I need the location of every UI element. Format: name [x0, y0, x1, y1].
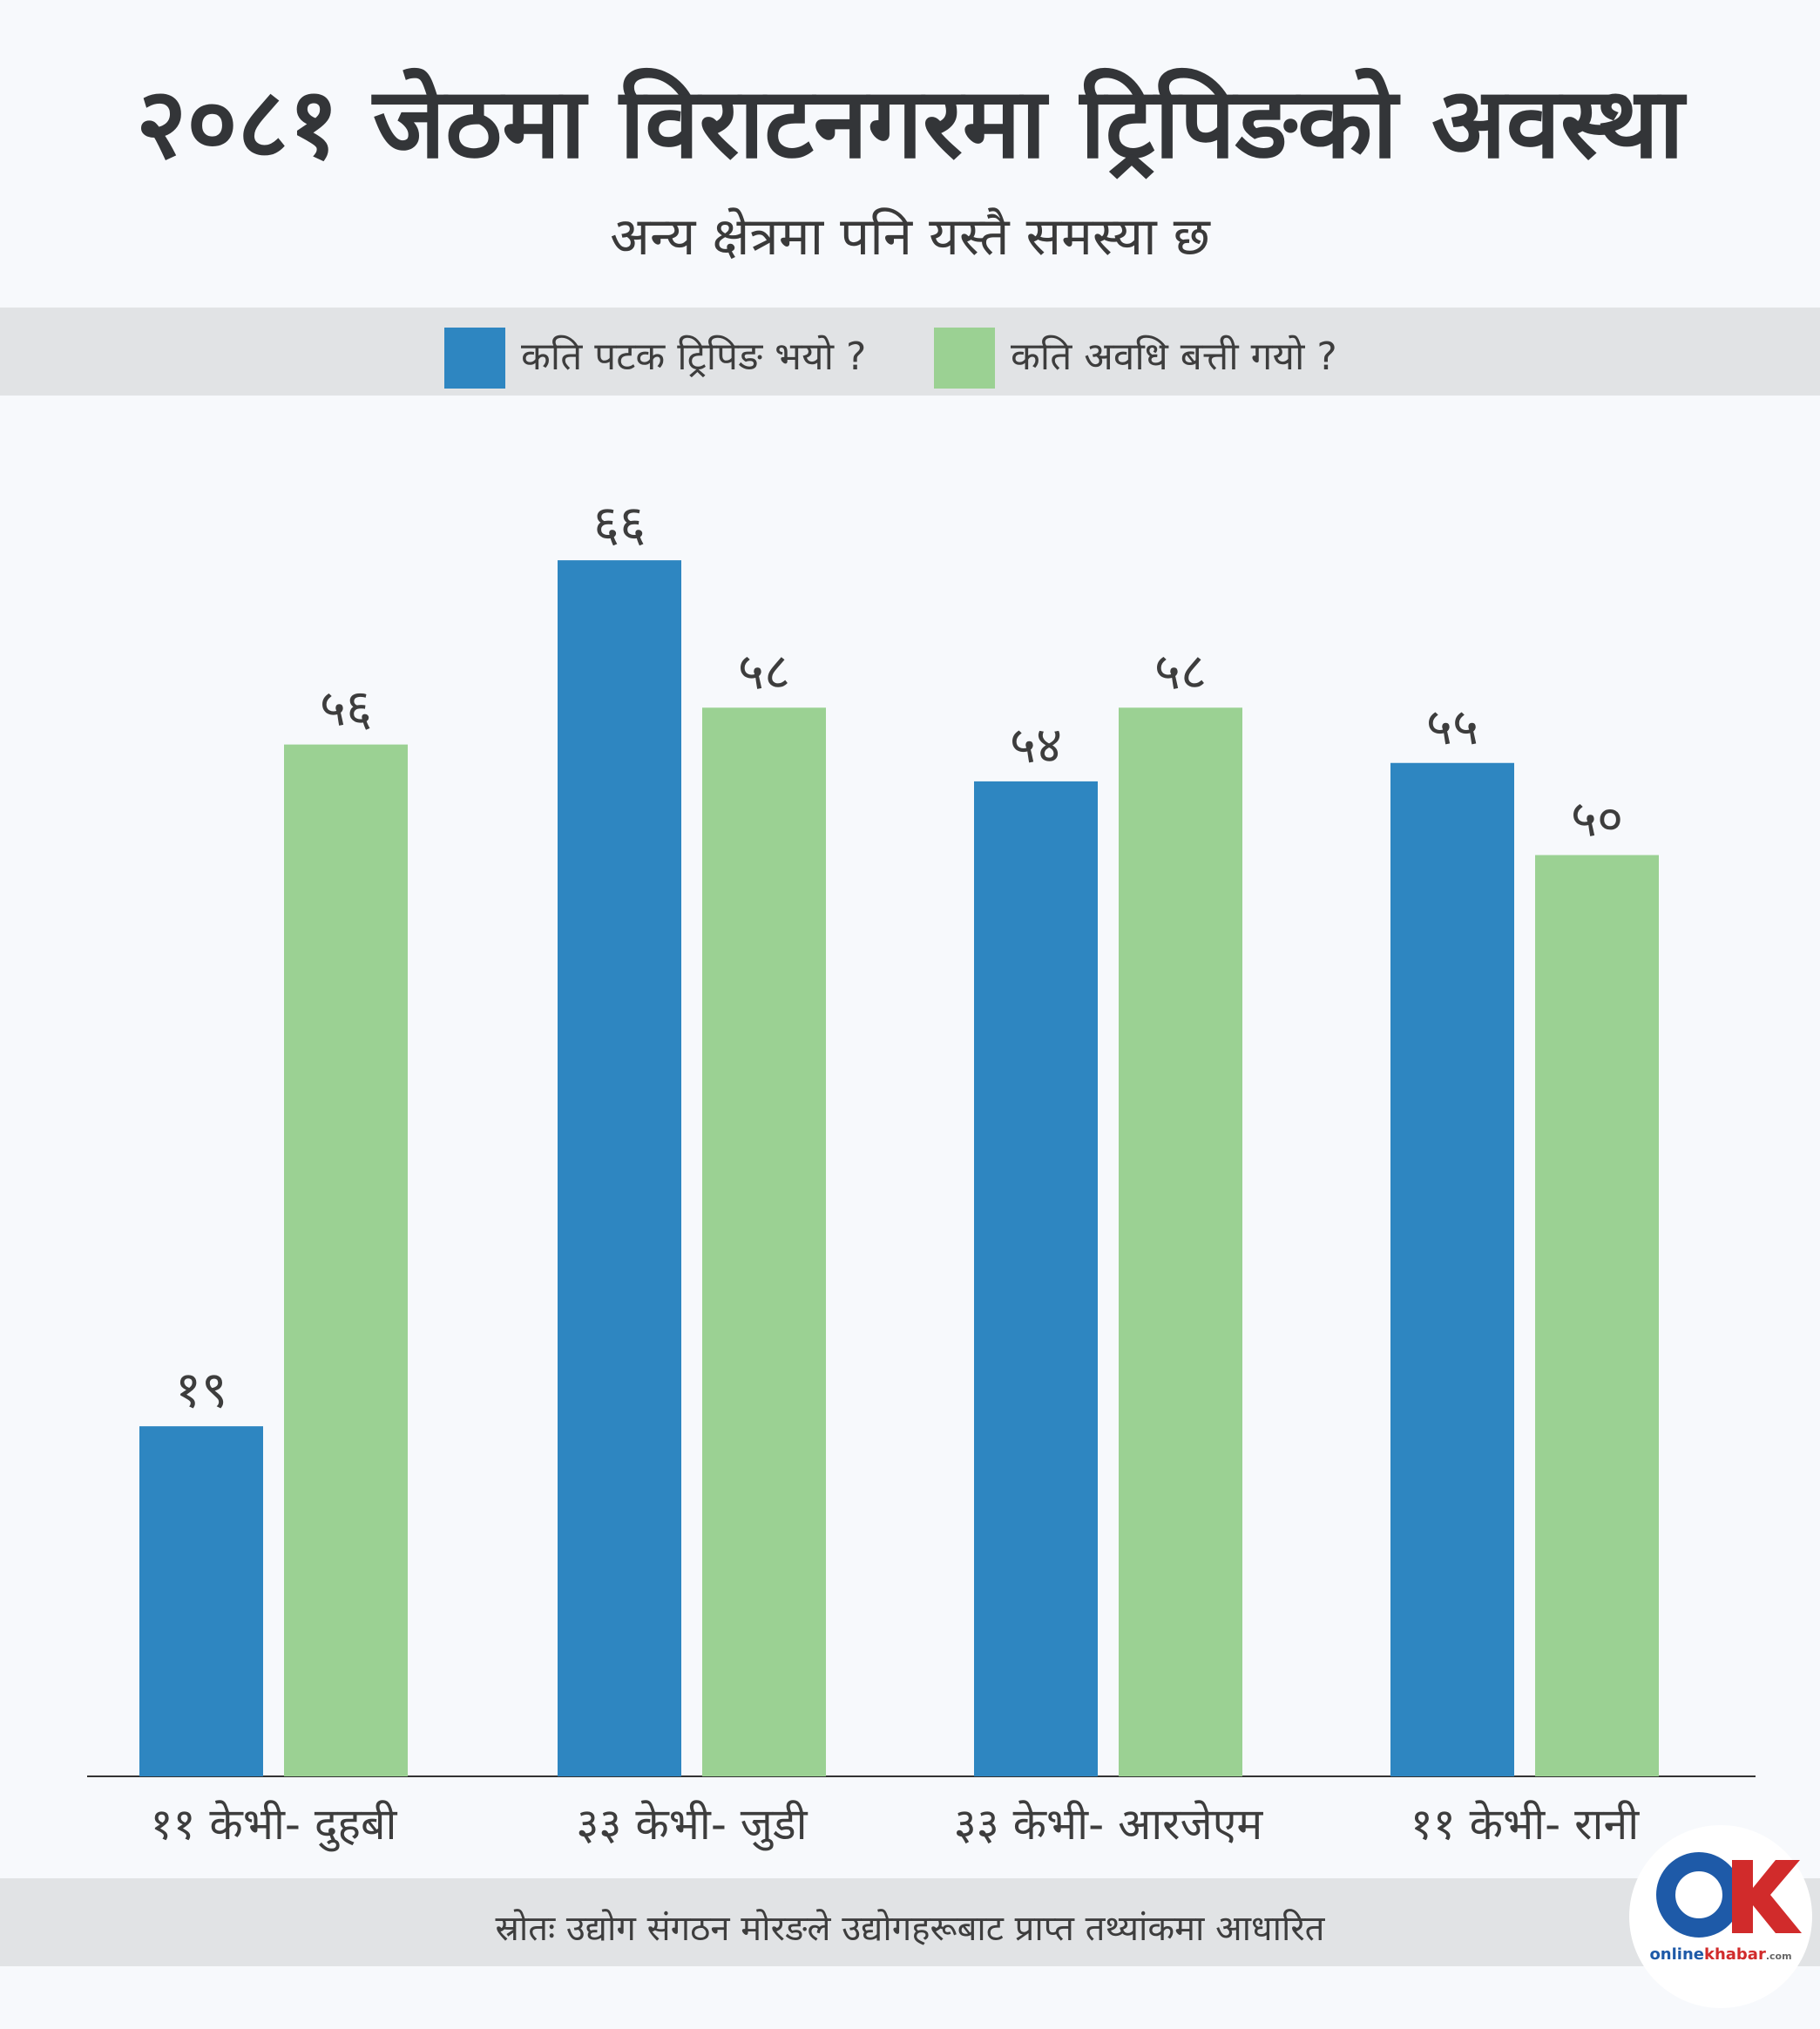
x-tick-label-2: ३३ केभी- जुडी	[576, 1799, 808, 1851]
logo-word-khabar: khabar	[1703, 1945, 1766, 1964]
bar-series-2-cat-2	[702, 707, 826, 1776]
onlinekhabar-logo: onlinekhabar.com	[1629, 1825, 1812, 2008]
bar-series-1-cat-4	[1390, 762, 1514, 1776]
legend-swatch-series-2	[934, 328, 995, 389]
legend-swatch-series-1	[444, 328, 505, 389]
data-label-series-2-cat-3: ५८	[1154, 641, 1207, 700]
legend: कति पटक ट्रिपिङ भयो ? कति अवधि बत्ती गयो…	[0, 308, 1820, 396]
data-label-series-2-cat-1: ५६	[320, 679, 372, 738]
bar-series-1-cat-3	[974, 781, 1098, 1776]
chart-title: २०८१ जेठमा विराटनगरमा ट्रिपिङको अवस्था	[136, 67, 1684, 180]
legend-label-series-2: कति अवधि बत्ती गयो ?	[1011, 335, 1337, 379]
bar-chart: १९ ५६ ११ केभी- दुहबी ६६ ५८ ३३ केभी- जुडी ५४ ५८ ३…	[87, 494, 1756, 1852]
bar-series-2-cat-4	[1535, 855, 1659, 1776]
logo-wordmark: onlinekhabar.com	[1629, 1945, 1812, 1964]
source-band: स्रोतः उद्योग संगठन मोरङले उद्योगहरूबाट …	[0, 1878, 1820, 1966]
legend-label-series-1: कति पटक ट्रिपिङ भयो ?	[521, 335, 867, 379]
source-note: स्रोतः उद्योग संगठन मोरङले उद्योगहरूबाट …	[495, 1909, 1325, 1949]
x-tick-label-3: ३३ केभी- आरजेएम	[954, 1799, 1264, 1850]
x-tick-label-4: ११ केभी- रानी	[1411, 1799, 1640, 1850]
data-label-series-1-cat-4: ५५	[1426, 697, 1478, 756]
x-tick-label-1: ११ केभी- दुहबी	[151, 1799, 398, 1852]
ok-logo-icon	[1656, 1852, 1802, 1938]
data-label-series-1-cat-1: १९	[175, 1360, 227, 1419]
data-label-series-2-cat-4: ५०	[1571, 789, 1623, 849]
data-label-series-1-cat-3: ५४	[1010, 715, 1062, 774]
data-label-series-2-cat-2: ५८	[738, 641, 790, 700]
bar-series-2-cat-3	[1119, 707, 1242, 1776]
bar-series-2-cat-1	[284, 744, 408, 1776]
bar-series-1-cat-1	[139, 1426, 263, 1776]
data-label-series-1-cat-2: ६६	[593, 494, 646, 553]
chart-subtitle: अन्य क्षेत्रमा पनि यस्तै समस्या छ	[610, 206, 1210, 267]
bar-series-1-cat-2	[558, 560, 681, 1776]
logo-word-online: online	[1649, 1945, 1704, 1964]
logo-word-suffix: .com	[1765, 1951, 1792, 1962]
